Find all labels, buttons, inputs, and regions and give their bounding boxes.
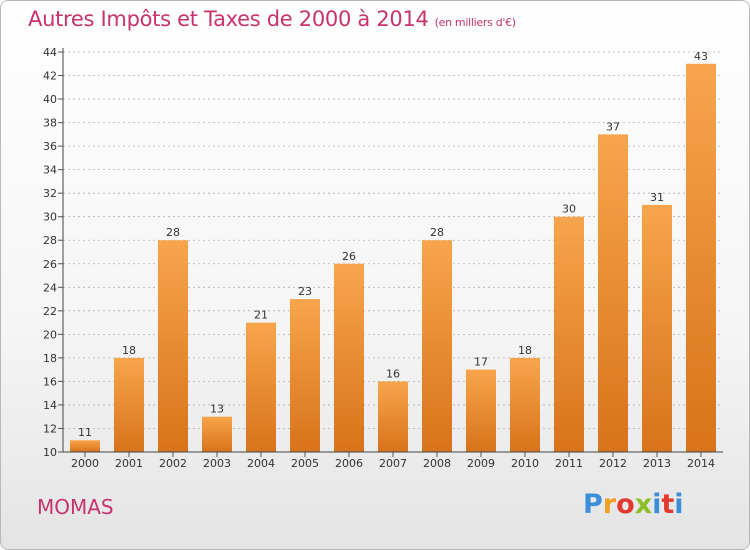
data-label-2005: 23 <box>298 285 312 298</box>
x-tick-label: 2011 <box>555 457 583 470</box>
y-tick-label: 24 <box>43 281 57 294</box>
data-label-2007: 16 <box>386 367 400 380</box>
y-tick-label: 28 <box>43 234 57 247</box>
x-tick-label: 2000 <box>71 457 99 470</box>
bar-2006 <box>334 263 364 452</box>
logo-letter: i <box>674 489 684 520</box>
bar-2001 <box>114 357 144 452</box>
bar-2002 <box>158 240 188 452</box>
data-label-2000: 11 <box>78 426 92 439</box>
bar-2013 <box>642 204 672 452</box>
x-tick-label: 2013 <box>643 457 671 470</box>
y-tick-label: 16 <box>43 375 57 388</box>
data-label-2012: 37 <box>606 120 620 133</box>
data-label-2013: 31 <box>650 191 664 204</box>
y-tick-label: 22 <box>43 305 57 318</box>
logo-letter: P <box>583 489 603 520</box>
chart-title: Autres Impôts et Taxes de 2000 à 2014 (en… <box>28 7 516 31</box>
x-tick-label: 2014 <box>687 457 715 470</box>
bar-2003 <box>202 416 232 452</box>
x-tick-label: 2005 <box>291 457 319 470</box>
proxiti-logo[interactable]: Proxiti <box>583 489 684 520</box>
bar-2009 <box>466 369 496 452</box>
y-tick-label: 34 <box>43 164 57 177</box>
x-tick-label: 2003 <box>203 457 231 470</box>
y-tick-label: 40 <box>43 93 57 106</box>
axes <box>58 48 723 457</box>
commune-name: MOMAS <box>37 495 114 519</box>
y-tick-label: 14 <box>43 399 57 412</box>
x-tick-label: 2002 <box>159 457 187 470</box>
data-label-2009: 17 <box>474 356 488 369</box>
bar-2012 <box>598 134 628 452</box>
y-tick-label: 38 <box>43 117 57 130</box>
data-label-2008: 28 <box>430 226 444 239</box>
y-tick-label: 30 <box>43 211 57 224</box>
x-tick-label: 2001 <box>115 457 143 470</box>
bar-2014 <box>686 63 716 452</box>
bar-2004 <box>246 322 276 452</box>
bar-2011 <box>554 216 584 452</box>
x-tick-label: 2012 <box>599 457 627 470</box>
y-tick-label: 36 <box>43 140 57 153</box>
labels: 10 12 14 16 18 20 22 24 26 28 30 32 34 36 38 40 42 44 11 20… <box>43 46 715 470</box>
data-label-2002: 28 <box>166 226 180 239</box>
logo-letter: i <box>652 489 662 520</box>
data-label-2003: 13 <box>210 403 224 416</box>
data-label-2006: 26 <box>342 250 356 263</box>
logo-letter: r <box>602 489 617 520</box>
x-tick-label: 2007 <box>379 457 407 470</box>
data-label-2001: 18 <box>122 344 136 357</box>
y-tick-label: 32 <box>43 187 57 200</box>
data-label-2011: 30 <box>562 203 576 216</box>
bar-2007 <box>378 381 408 452</box>
chart-subtitle: (en milliers d'€) <box>434 16 516 29</box>
bars <box>70 63 716 452</box>
y-tick-label: 20 <box>43 328 57 341</box>
y-tick-label: 18 <box>43 352 57 365</box>
data-label-2014: 43 <box>694 50 708 63</box>
x-tick-label: 2008 <box>423 457 451 470</box>
y-tick-label: 42 <box>43 70 57 83</box>
data-label-2004: 21 <box>254 309 268 322</box>
y-tick-label: 10 <box>43 446 57 459</box>
bar-2005 <box>290 299 320 452</box>
logo-letter: t <box>661 489 675 520</box>
logo-letter: x <box>634 489 653 520</box>
data-label-2010: 18 <box>518 344 532 357</box>
x-tick-label: 2010 <box>511 457 539 470</box>
bar-2008 <box>422 240 452 452</box>
x-tick-label: 2006 <box>335 457 363 470</box>
y-tick-label: 12 <box>43 422 57 435</box>
y-tick-label: 26 <box>43 258 57 271</box>
chart-title-text: Autres Impôts et Taxes de 2000 à 2014 <box>28 7 429 31</box>
logo-letter: o <box>616 489 635 520</box>
bar-2000 <box>70 440 100 452</box>
bar-2010 <box>510 357 540 452</box>
y-tick-label: 44 <box>43 46 57 59</box>
x-tick-label: 2004 <box>247 457 275 470</box>
x-tick-label: 2009 <box>467 457 495 470</box>
